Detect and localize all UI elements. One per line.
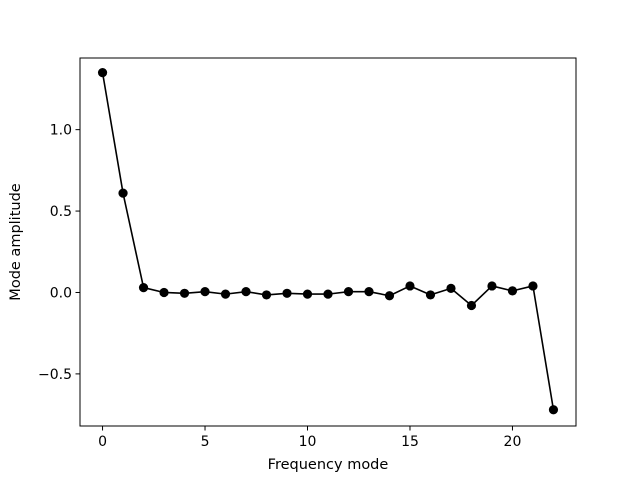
data-point xyxy=(261,290,272,300)
data-point xyxy=(241,287,251,297)
y-tick-label: 0.0 xyxy=(50,285,72,301)
data-point xyxy=(97,68,108,78)
data-point xyxy=(302,289,313,299)
x-tick-label: 15 xyxy=(401,434,419,450)
data-point xyxy=(220,289,231,299)
x-tick-label: 20 xyxy=(504,434,522,450)
data-point xyxy=(425,290,436,300)
plot-area xyxy=(79,57,577,427)
y-axis-ticks: −0.5 0.0 0.5 1.0 xyxy=(38,123,80,383)
y-tick-label: −0.5 xyxy=(38,367,72,383)
y-axis-label: Mode amplitude xyxy=(8,183,24,300)
data-point xyxy=(548,405,559,415)
data-point xyxy=(138,282,149,293)
data-point xyxy=(528,281,538,291)
x-axis-ticks: 0 5 10 15 20 xyxy=(98,426,521,450)
data-point xyxy=(446,283,456,294)
data-point xyxy=(466,300,477,311)
data-point xyxy=(179,288,190,298)
data-point xyxy=(405,281,415,291)
data-point xyxy=(118,188,128,198)
data-point xyxy=(507,286,518,296)
x-tick-label: 0 xyxy=(98,434,107,450)
x-tick-label: 10 xyxy=(299,434,317,450)
x-tick-label: 5 xyxy=(201,434,210,450)
data-point xyxy=(282,288,292,298)
y-tick-label: 1.0 xyxy=(50,123,72,139)
data-point xyxy=(159,287,169,298)
data-point xyxy=(364,287,374,297)
data-point xyxy=(343,287,354,297)
data-point xyxy=(384,291,395,301)
data-point xyxy=(200,287,210,297)
x-axis-label: Frequency mode xyxy=(268,457,389,473)
data-point xyxy=(323,289,333,299)
axes-frame xyxy=(79,57,577,427)
y-tick-label: 0.5 xyxy=(50,204,72,220)
data-point xyxy=(487,281,497,291)
